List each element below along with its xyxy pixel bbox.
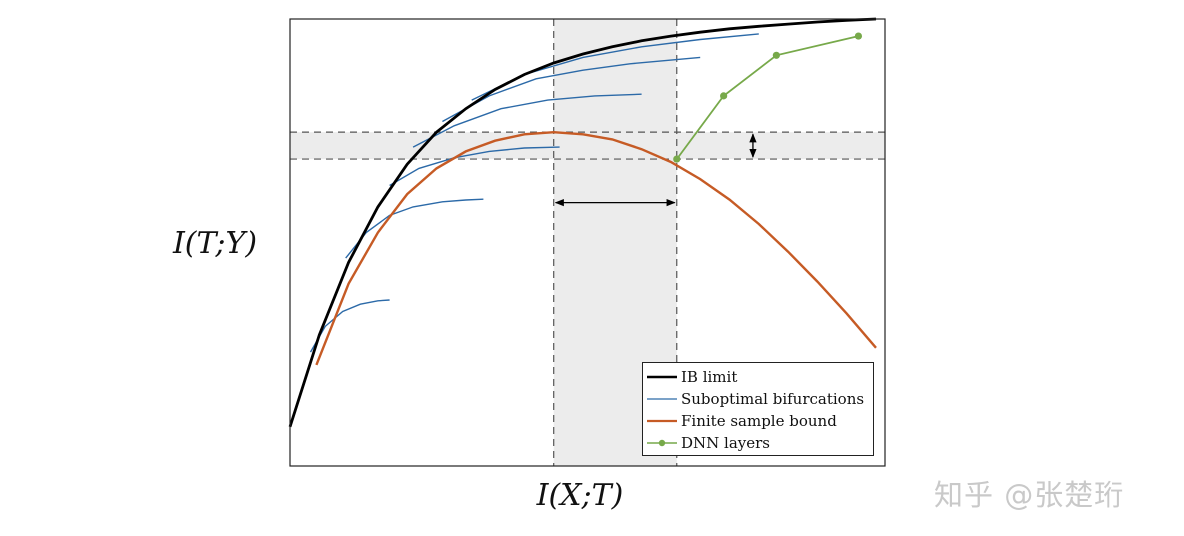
y-axis-label: I(T;Y) — [172, 226, 258, 261]
dnn-layer-point-0 — [673, 155, 681, 163]
series-suboptimal-branch-2 — [389, 146, 560, 187]
legend-label: Finite sample bound — [681, 412, 837, 430]
series-suboptimal-branch-4 — [442, 56, 701, 123]
shaded-horizontal-band — [290, 132, 885, 160]
series-ib-limit — [288, 17, 877, 428]
dnn-layer-point-3 — [854, 32, 863, 40]
legend-label: DNN layers — [681, 434, 771, 452]
legend: IB limit Suboptimal bifurcations Finite … — [642, 362, 874, 456]
dnn-layer-point-2 — [772, 51, 780, 59]
plot-frame — [289, 18, 886, 467]
legend-swatch-finite-sample — [647, 419, 677, 423]
legend-item-dnn-layers: DNN layers — [643, 432, 873, 454]
legend-item-finite-sample: Finite sample bound — [643, 410, 873, 432]
legend-item-suboptimal: Suboptimal bifurcations — [643, 388, 873, 410]
legend-swatch-suboptimal — [647, 398, 677, 400]
legend-item-ib-limit: IB limit — [643, 366, 873, 388]
legend-swatch-ib-limit — [647, 375, 677, 379]
dnn-layer-point-1 — [720, 92, 728, 100]
series-suboptimal-branch-3 — [412, 93, 642, 148]
series-suboptimal-branch-1 — [345, 198, 484, 259]
legend-label: IB limit — [681, 368, 738, 386]
series-suboptimal-branch-0 — [309, 299, 390, 353]
legend-swatch-dnn-layers — [647, 439, 677, 447]
series-dnn-layers-line — [676, 35, 859, 160]
legend-label: Suboptimal bifurcations — [681, 390, 865, 408]
x-axis-label: I(X;T) — [536, 478, 624, 513]
watermark: 知乎 @张楚珩 — [934, 478, 1125, 512]
series-finite-sample-bound — [315, 130, 877, 366]
